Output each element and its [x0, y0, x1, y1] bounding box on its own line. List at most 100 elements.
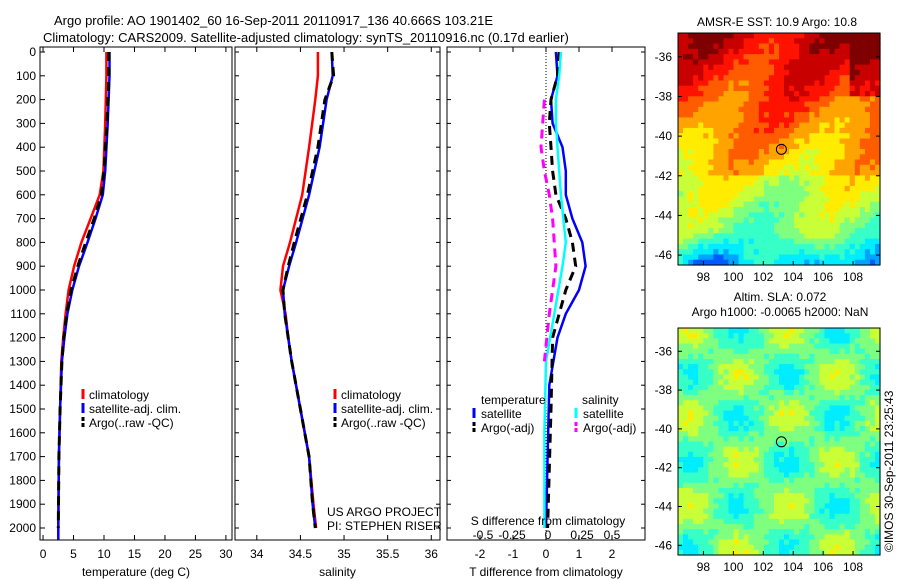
heatmap-cell — [753, 353, 760, 360]
heatmap-cell — [864, 477, 871, 484]
heatmap-cell — [683, 431, 689, 437]
heatmap-cell — [849, 254, 856, 261]
heatmap-cell — [708, 185, 714, 192]
heatmap-cell — [733, 343, 740, 350]
heatmap-cell — [698, 524, 704, 530]
heatmap-cell — [794, 400, 800, 406]
heatmap-cell — [844, 415, 851, 422]
heatmap-cell — [733, 127, 740, 134]
heatmap-cell — [834, 328, 841, 334]
heatmap-cell — [779, 487, 785, 494]
heatmap-cell — [844, 467, 851, 474]
heatmap-cell — [854, 338, 861, 345]
heatmap-cell — [693, 482, 699, 489]
heatmap-cell — [738, 549, 745, 556]
heatmap-cell — [799, 154, 805, 161]
heatmap-cell — [753, 207, 760, 213]
heatmap-cell — [824, 544, 831, 551]
heatmap-cell — [723, 508, 730, 515]
x-tick-label: 100 — [723, 270, 743, 284]
heatmap-cell — [875, 467, 881, 474]
heatmap-cell — [824, 487, 831, 494]
heatmap-cell — [748, 467, 755, 474]
heatmap-cell — [864, 154, 871, 161]
heatmap-cell — [784, 359, 790, 365]
heatmap-cell — [723, 389, 730, 396]
heatmap-cell — [738, 164, 745, 171]
heatmap-cell — [698, 338, 704, 345]
heatmap-cell — [698, 549, 704, 556]
heatmap-cell — [779, 333, 785, 339]
heatmap-cell — [819, 85, 825, 92]
heatmap-cell — [819, 48, 825, 55]
heatmap-cell — [733, 498, 740, 505]
heatmap-cell — [713, 457, 719, 463]
heatmap-cell — [753, 154, 760, 161]
heatmap-cell — [859, 472, 866, 479]
heatmap-cell — [834, 487, 841, 494]
heatmap-cell — [713, 122, 719, 129]
heatmap-cell — [774, 33, 780, 39]
heatmap-cell — [768, 233, 775, 240]
heatmap-cell — [864, 529, 871, 535]
heatmap-cell — [864, 333, 871, 339]
heatmap-cell — [804, 233, 810, 240]
heatmap-cell — [723, 238, 730, 245]
heatmap-cell — [819, 243, 825, 250]
heatmap-cell — [748, 64, 755, 71]
heatmap-cell — [854, 138, 861, 145]
heatmap-cell — [774, 159, 780, 166]
secondary-tick-label: 0.5 — [604, 528, 621, 542]
heatmap-cell — [678, 59, 684, 66]
heatmap-cell — [728, 159, 735, 166]
heatmap-cell — [718, 196, 724, 203]
heatmap-cell — [703, 462, 709, 468]
heatmap-cell — [758, 374, 765, 381]
heatmap-cell — [698, 243, 704, 250]
heatmap-cell — [819, 524, 825, 530]
heatmap-cell — [829, 467, 836, 474]
heatmap-cell — [834, 185, 841, 192]
heatmap-cell — [864, 196, 871, 203]
heatmap-cell — [708, 233, 714, 240]
heatmap-cell — [829, 477, 836, 484]
heatmap-cell — [819, 338, 825, 345]
heatmap-cell — [819, 379, 825, 386]
heatmap-cell — [829, 503, 836, 510]
heatmap-cell — [809, 446, 815, 453]
heatmap-cell — [784, 222, 790, 229]
heatmap-cell — [784, 389, 790, 396]
heatmap-cell — [849, 222, 856, 229]
heatmap-cell — [829, 343, 836, 350]
heatmap-cell — [784, 154, 790, 161]
heatmap-cell — [859, 441, 866, 448]
heatmap-cell — [859, 426, 866, 432]
heatmap-cell — [698, 348, 704, 355]
heatmap-cell — [708, 64, 714, 71]
heatmap-cell — [718, 415, 724, 422]
heatmap-cell — [753, 529, 760, 535]
heatmap-cell — [703, 333, 709, 339]
heatmap-cell — [728, 33, 735, 39]
heatmap-cell — [839, 217, 846, 224]
heatmap-cell — [814, 170, 820, 176]
heatmap-cell — [849, 33, 856, 39]
heatmap-cell — [829, 534, 836, 541]
heatmap-cell — [809, 544, 815, 551]
heatmap-cell — [708, 503, 714, 510]
heatmap-cell — [814, 374, 820, 381]
heatmap-cell — [733, 170, 740, 176]
heatmap-cell — [779, 457, 785, 463]
heatmap-cell — [779, 85, 785, 92]
heatmap-cell — [814, 175, 820, 182]
heatmap-cell — [839, 238, 846, 245]
heatmap-cell — [844, 69, 851, 76]
heatmap-cell — [748, 106, 755, 113]
heatmap-cell — [869, 96, 876, 103]
heatmap-cell — [779, 249, 785, 256]
heatmap-cell — [854, 441, 861, 448]
heatmap-cell — [733, 112, 740, 118]
heatmap-cell — [839, 374, 846, 381]
heatmap-cell — [733, 446, 740, 453]
heatmap-cell — [794, 410, 800, 417]
